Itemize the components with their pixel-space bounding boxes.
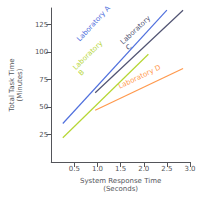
svg-text:Laboratory D: Laboratory D — [117, 64, 162, 91]
svg-text:25: 25 — [39, 131, 48, 139]
svg-text:Laboratory: Laboratory — [72, 39, 105, 71]
svg-text:Laboratory: Laboratory — [119, 14, 152, 46]
svg-text:50: 50 — [39, 103, 48, 111]
svg-text:75: 75 — [39, 76, 48, 84]
svg-text:0.5: 0.5 — [69, 165, 80, 173]
svg-text:1.5: 1.5 — [115, 165, 126, 173]
svg-text:2.5: 2.5 — [161, 165, 172, 173]
svg-text:(Minutes): (Minutes) — [16, 68, 24, 101]
svg-text:2.0: 2.0 — [138, 165, 149, 173]
svg-text:System Response Time: System Response Time — [80, 177, 161, 185]
svg-text:C: C — [124, 42, 134, 52]
svg-text:Laboratory A: Laboratory A — [75, 4, 112, 43]
svg-text:B: B — [77, 68, 86, 77]
svg-text:1.0: 1.0 — [92, 165, 103, 173]
svg-text:3.0: 3.0 — [184, 165, 195, 173]
svg-text:125: 125 — [35, 21, 48, 29]
svg-text:100: 100 — [35, 48, 48, 56]
svg-text:(Seconds): (Seconds) — [103, 185, 138, 193]
svg-text:Total Task Time: Total Task Time — [8, 58, 16, 112]
